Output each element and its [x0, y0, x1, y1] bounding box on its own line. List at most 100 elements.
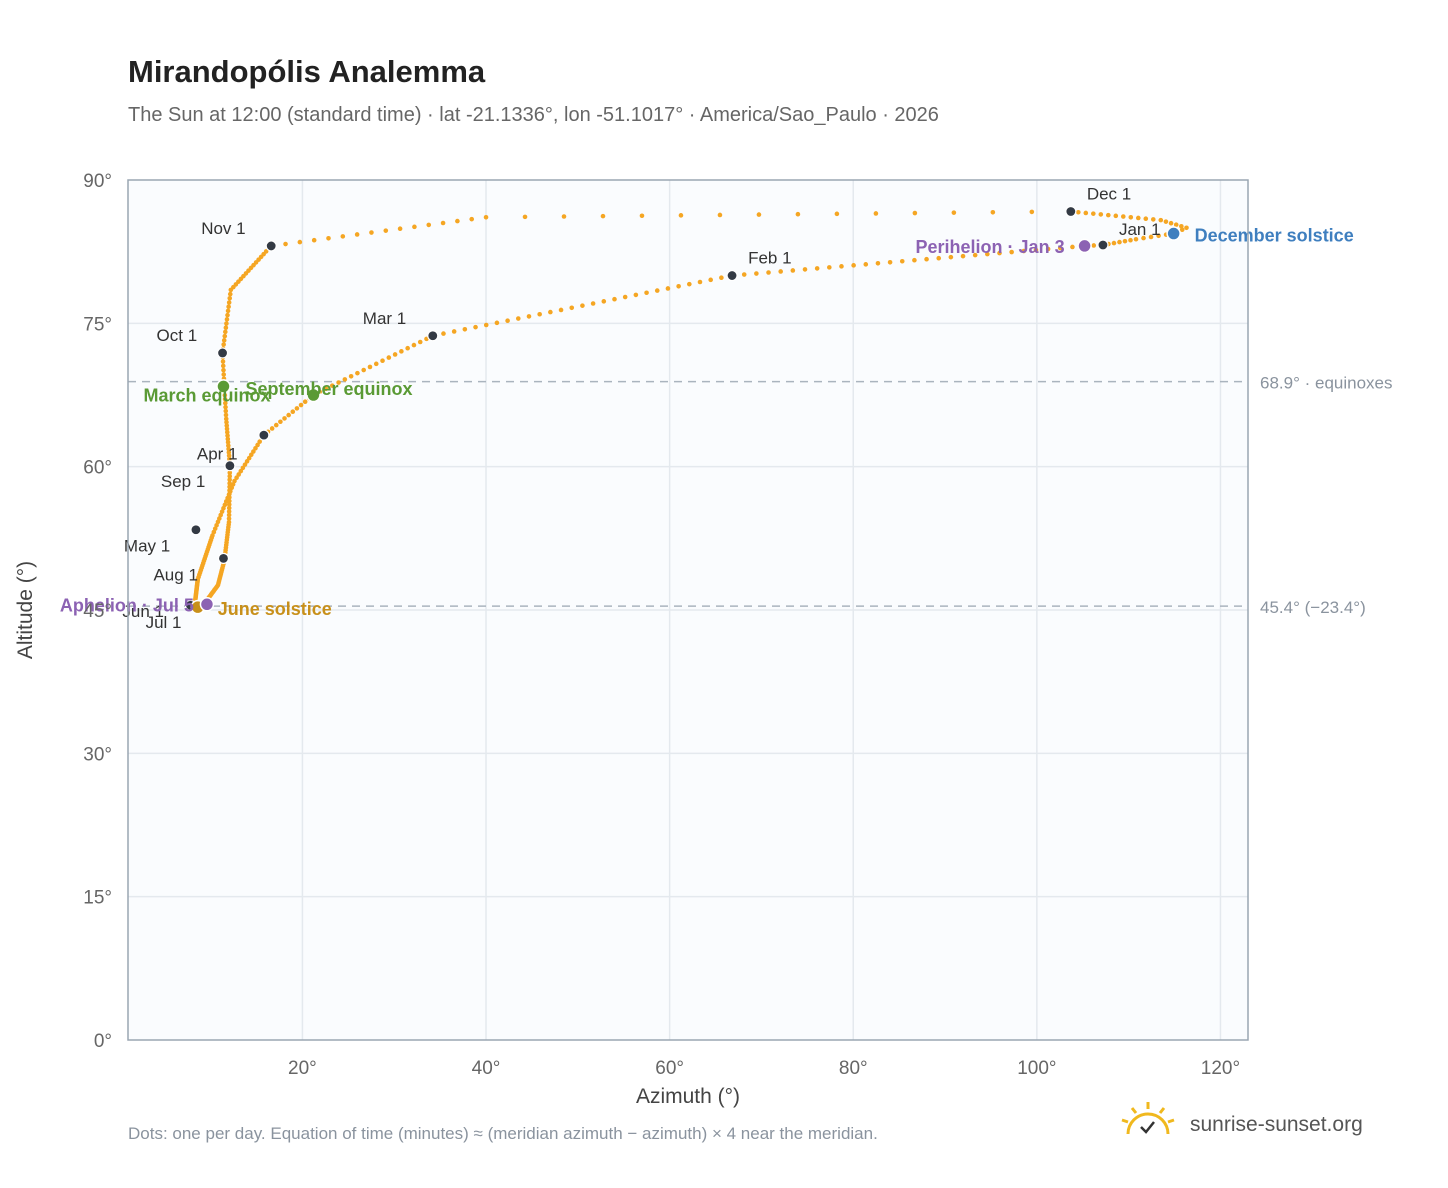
event-marker [1077, 238, 1092, 254]
daily-dot [665, 286, 671, 291]
daily-dot [644, 290, 649, 296]
daily-dot [719, 275, 724, 281]
daily-dot [697, 279, 703, 285]
daily-dot [1179, 223, 1184, 229]
daily-dot [392, 352, 398, 357]
daily-dot [224, 423, 230, 428]
daily-dot [778, 269, 783, 274]
month-marker [258, 429, 270, 441]
y-tick-label: 0° [94, 1031, 112, 1052]
daily-dot [1009, 249, 1014, 255]
month-marker [427, 330, 439, 342]
daily-dot [1045, 246, 1051, 252]
y-tick-label: 60° [83, 458, 112, 479]
x-tick-label: 100° [1017, 1058, 1056, 1079]
daily-dot [1033, 247, 1039, 253]
month-label: Jun 1 [122, 602, 164, 621]
daily-dot [1057, 245, 1063, 251]
daily-dot [220, 359, 226, 364]
daily-dot [483, 214, 489, 220]
daily-dot [1121, 214, 1126, 219]
daily-dot [269, 426, 275, 431]
daily-dot [600, 213, 606, 219]
daily-dot [226, 516, 232, 521]
daily-dot [234, 475, 239, 481]
daily-dot [226, 446, 231, 452]
daily-dot [441, 331, 446, 336]
daily-dot [1029, 209, 1035, 215]
daily-dot [336, 380, 341, 385]
x-axis-label: Azimuth (°) [636, 1085, 740, 1108]
brand[interactable]: sunrise-sunset.org [1120, 1100, 1390, 1148]
daily-dot [220, 363, 226, 369]
plot-frame [127, 179, 1249, 1041]
daily-dot [654, 288, 660, 293]
daily-dot [283, 241, 288, 247]
month-marker [216, 347, 229, 359]
daily-dot [222, 333, 228, 339]
daily-dot [227, 491, 232, 497]
daily-dot [1021, 248, 1027, 254]
reference-lines: 68.9° · equinoxes 45.4° (−23.4°) [128, 374, 1393, 617]
daily-dot [311, 237, 317, 243]
daily-dot [1070, 244, 1075, 250]
daily-dot [1113, 213, 1119, 219]
daily-dot [863, 262, 869, 267]
event-label: Perihelion · Jan 3 [916, 237, 1065, 257]
x-tick-label: 80° [839, 1058, 868, 1079]
daily-dot [367, 364, 373, 370]
daily-dot [455, 218, 460, 224]
daily-dot [469, 216, 475, 222]
daily-dot [302, 399, 308, 404]
daily-dot [473, 324, 478, 330]
daily-dot [912, 257, 917, 263]
daily-dot [225, 312, 230, 318]
daily-dot [226, 453, 232, 458]
daily-dot [924, 256, 929, 262]
daily-dot [676, 284, 681, 289]
daily-dot [873, 211, 879, 216]
daily-dot [297, 239, 303, 245]
month-label: Oct 1 [157, 326, 198, 345]
daily-dot [236, 472, 241, 477]
daily-dot [227, 291, 233, 297]
reference-line-label: 45.4° (−23.4°) [1260, 598, 1366, 617]
daily-dot [227, 477, 232, 483]
daily-dot [590, 301, 596, 306]
daily-dot [244, 459, 250, 464]
daily-dot [494, 320, 500, 326]
daily-dot [708, 277, 713, 283]
daily-dot [462, 327, 468, 332]
brand-name[interactable]: sunrise-sunset.org [1190, 1113, 1363, 1136]
daily-dot [405, 345, 410, 351]
daily-dot [1117, 239, 1122, 245]
event-label: September equinox [245, 379, 412, 399]
daily-dot [342, 377, 348, 382]
daily-dot [912, 210, 918, 216]
daily-dot [227, 295, 233, 301]
daily-dot [323, 386, 329, 392]
daily-dot [985, 251, 990, 257]
daily-dot [1163, 219, 1169, 224]
daily-dot [294, 406, 300, 411]
daily-dot [226, 443, 231, 448]
daily-dot [222, 396, 228, 402]
daily-dot [227, 498, 232, 504]
daily-dot [1148, 234, 1154, 240]
daily-dot [290, 409, 296, 415]
y-tick-label: 15° [83, 888, 112, 909]
daily-dot [1133, 236, 1139, 242]
daily-dot [1076, 209, 1081, 215]
daily-dot [397, 226, 403, 232]
daily-dot [537, 311, 542, 317]
daily-dot [246, 455, 252, 461]
daily-dot [678, 213, 684, 218]
month-label: Jan 1 [1119, 220, 1161, 239]
daily-dot [223, 416, 229, 422]
daily-dot [1143, 216, 1149, 221]
month-label: May 1 [124, 537, 170, 556]
daily-dot [1098, 212, 1104, 217]
daily-dot [412, 224, 417, 230]
daily-dot [558, 307, 564, 313]
daily-dot [222, 392, 228, 398]
